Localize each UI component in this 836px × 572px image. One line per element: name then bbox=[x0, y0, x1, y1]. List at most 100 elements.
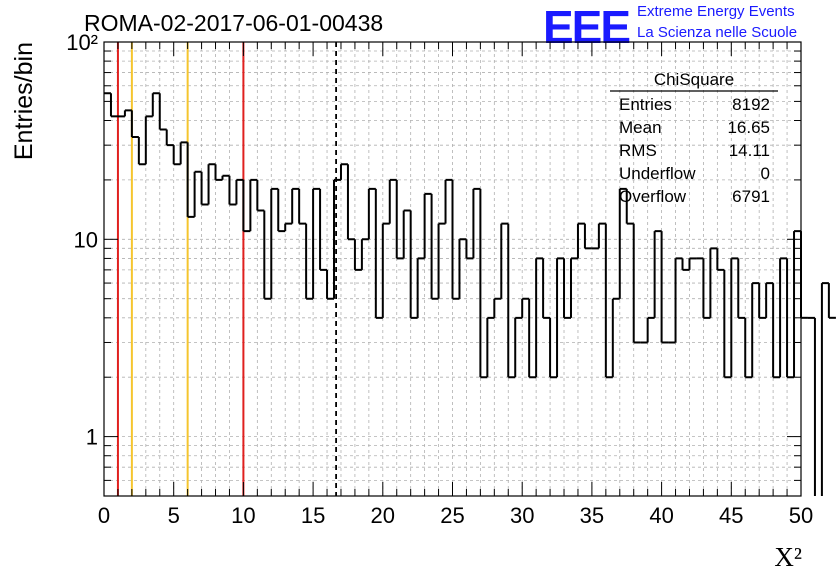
histogram-bin bbox=[619, 187, 628, 224]
histogram-bin bbox=[243, 179, 252, 233]
histogram-bin bbox=[612, 188, 621, 300]
stat-value-rms: 14.11 bbox=[729, 141, 770, 160]
histogram-bin bbox=[564, 258, 572, 319]
histogram-bin bbox=[647, 231, 656, 319]
histogram-bins bbox=[104, 92, 836, 496]
histogram-bin bbox=[222, 174, 231, 205]
histogram-bin bbox=[264, 188, 273, 300]
histogram-bin bbox=[668, 258, 677, 344]
histogram-bin bbox=[347, 238, 356, 270]
histogram-bin bbox=[229, 179, 238, 206]
histogram-bin bbox=[424, 192, 433, 299]
eee-logo-mark: EEE bbox=[543, 1, 631, 53]
histogram-bin bbox=[522, 297, 531, 378]
histogram-bin bbox=[473, 187, 482, 378]
histogram-bin bbox=[591, 223, 600, 250]
x-axis-ticks: 0 5 10 15 20 25 30 35 40 45 50 bbox=[98, 42, 813, 528]
stats-box: ChiSquare Entries 8192 Mean 16.65 RMS 14… bbox=[610, 70, 778, 206]
histogram-bin bbox=[410, 258, 419, 319]
histogram-bin bbox=[313, 187, 322, 270]
histogram-bin bbox=[773, 258, 782, 379]
y-tick-label: 10² bbox=[66, 30, 98, 55]
y-tick-label: 1 bbox=[86, 425, 98, 450]
histogram-bin bbox=[306, 188, 315, 300]
histogram-bin bbox=[320, 268, 329, 299]
histogram-bin bbox=[173, 142, 182, 166]
stats-name: ChiSquare bbox=[654, 70, 734, 89]
histogram-bin bbox=[675, 257, 684, 270]
histogram-bin bbox=[515, 298, 524, 319]
x-axis-label: X² bbox=[774, 542, 802, 572]
histogram-bin bbox=[550, 258, 559, 379]
histogram-bin bbox=[180, 141, 189, 217]
stat-value-underflow: 0 bbox=[761, 164, 770, 183]
histogram-bin bbox=[626, 222, 635, 343]
histogram-bin bbox=[417, 193, 426, 260]
histogram-bin bbox=[117, 110, 126, 118]
histogram-bin bbox=[682, 258, 691, 271]
x-tick-label: 20 bbox=[371, 503, 395, 528]
histogram-bin bbox=[508, 317, 517, 379]
histogram-bin bbox=[738, 316, 747, 378]
histogram-bin bbox=[361, 188, 370, 241]
histogram-bin bbox=[145, 93, 154, 118]
histogram-bin bbox=[389, 178, 398, 259]
x-tick-label: 0 bbox=[98, 503, 110, 528]
histogram-bin bbox=[368, 187, 377, 318]
histogram-bin bbox=[187, 171, 196, 218]
histogram-bin bbox=[236, 178, 245, 232]
histogram-bin bbox=[654, 230, 663, 343]
histogram-bin bbox=[459, 238, 468, 259]
histogram-bin bbox=[480, 317, 489, 379]
histogram-bin bbox=[257, 209, 266, 299]
histogram-bin bbox=[396, 210, 405, 260]
histogram-bin bbox=[327, 179, 336, 300]
histogram-bin bbox=[194, 170, 203, 205]
histogram-bin bbox=[724, 258, 733, 379]
histogram-bin bbox=[703, 248, 712, 319]
histogram-bin bbox=[166, 144, 175, 165]
histogram-bin bbox=[487, 298, 496, 319]
histogram-bin bbox=[438, 179, 447, 225]
logo-text-line1: Extreme Energy Events bbox=[637, 3, 795, 20]
x-tick-label: 50 bbox=[789, 503, 813, 528]
x-tick-label: 25 bbox=[440, 503, 464, 528]
chart-title: ROMA-02-2017-06-01-00438 bbox=[84, 10, 384, 36]
histogram-bin bbox=[271, 187, 280, 232]
histogram-bin bbox=[382, 179, 391, 225]
histogram-bin bbox=[278, 223, 287, 233]
stat-value-entries: 8192 bbox=[732, 95, 770, 114]
stat-value-mean: 16.65 bbox=[727, 118, 770, 137]
histogram-bin bbox=[598, 222, 607, 378]
stat-value-overflow: 6791 bbox=[732, 187, 770, 206]
histogram-bin bbox=[766, 282, 775, 378]
histogram-bin bbox=[354, 239, 363, 271]
histogram-bin bbox=[334, 164, 342, 181]
histogram-bin bbox=[529, 258, 538, 379]
histogram-bin bbox=[431, 223, 440, 300]
x-tick-label: 45 bbox=[719, 503, 743, 528]
histogram-bin bbox=[557, 257, 566, 318]
histogram-bin bbox=[131, 135, 140, 165]
histogram-bin bbox=[543, 316, 552, 378]
x-tick-label: 30 bbox=[510, 503, 534, 528]
histogram-bin bbox=[717, 268, 726, 378]
histogram-bin bbox=[536, 257, 545, 318]
histogram-bin bbox=[466, 188, 475, 260]
histogram-bin bbox=[731, 257, 740, 318]
histogram-bin bbox=[570, 223, 579, 260]
histogram-bin bbox=[807, 316, 816, 496]
histogram-bin bbox=[577, 222, 586, 249]
stat-label-underflow: Underflow bbox=[619, 164, 696, 183]
histogram-bin bbox=[208, 163, 217, 180]
histogram-bin bbox=[340, 163, 349, 240]
x-tick-label: 15 bbox=[301, 503, 325, 528]
histogram-bin bbox=[780, 257, 789, 378]
histogram-bin bbox=[696, 257, 705, 318]
x-tick-label: 5 bbox=[168, 503, 180, 528]
histogram-bin bbox=[292, 187, 301, 224]
histogram-bin bbox=[710, 247, 719, 270]
logo-text-line2: La Scienza nelle Scuole bbox=[637, 24, 798, 41]
y-axis-ticks: 1 10 10² bbox=[66, 30, 801, 481]
